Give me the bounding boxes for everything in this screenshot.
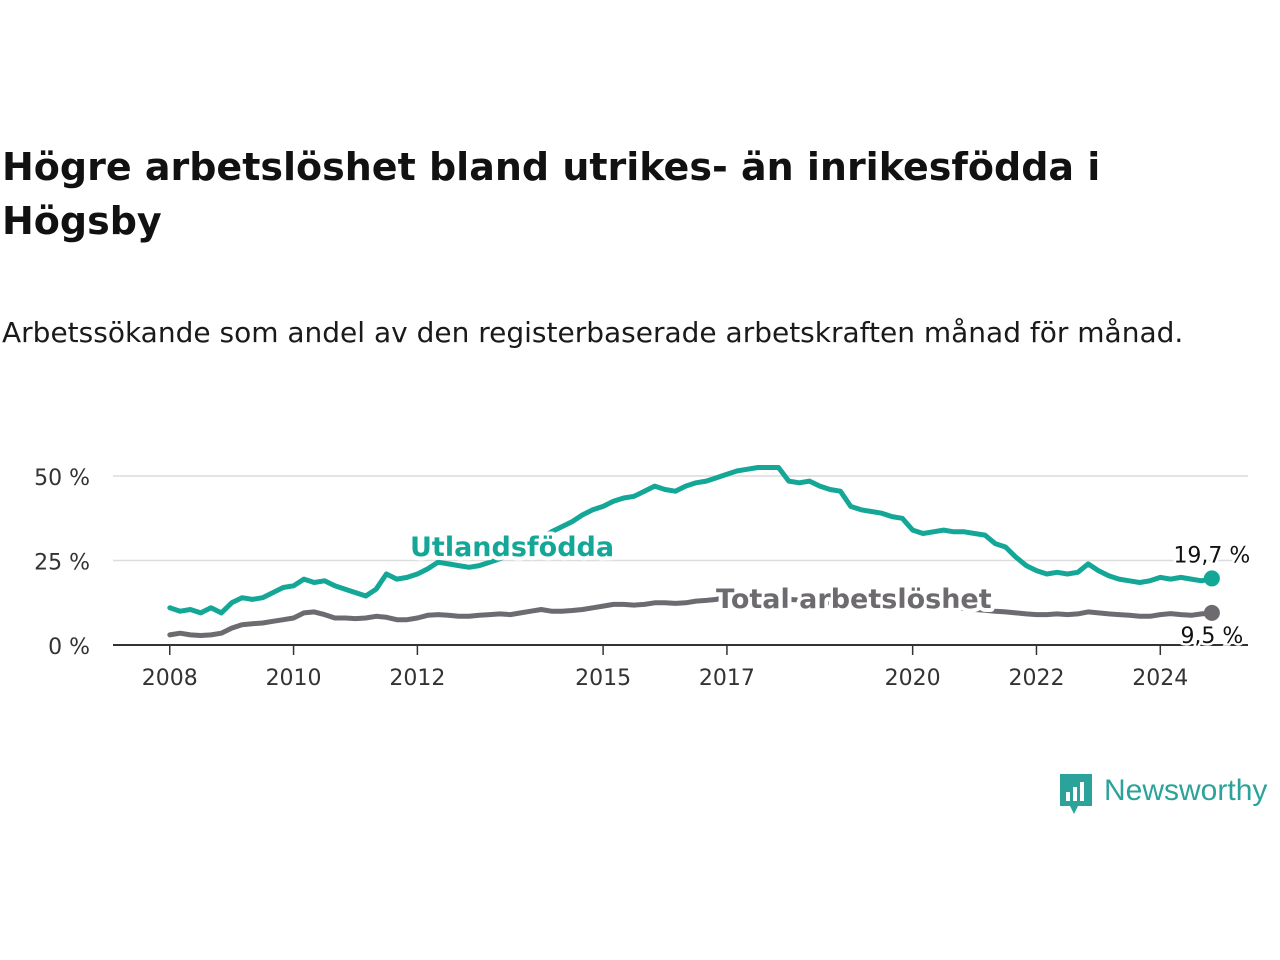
end-value-label: 9,5 % [1180, 624, 1243, 649]
chart-title: Högre arbetslöshet bland utrikes- än inr… [2, 145, 1101, 243]
x-tick-label: 2015 [575, 666, 631, 691]
series-labels: 19,7 % 9,5 % Utlandsfödda Total arbetslöshe… [406, 528, 1253, 651]
bar-chart-speech-bubble-icon [1060, 774, 1092, 814]
series-line-foreign-born [167, 465, 1215, 616]
y-tick-label: 50 % [34, 466, 90, 491]
end-point-marker [1203, 604, 1220, 621]
axes: 0 % 25 % 50 % 2008 2010 2012 2015 2017 2020 2022 2… [34, 466, 1248, 691]
x-tick-label: 2017 [699, 666, 755, 691]
x-tick-label: 2020 [885, 666, 941, 691]
logo-bar-1 [1066, 792, 1070, 801]
x-tick-label: 2024 [1132, 666, 1188, 691]
x-tick-label: 2012 [389, 666, 445, 691]
x-tick-label: 2022 [1008, 666, 1064, 691]
logo-bar-3 [1080, 782, 1084, 801]
series-name-label: Utlandsfödda [410, 532, 614, 563]
series-name-label: Total arbetslöshet [716, 584, 992, 615]
x-tick-label: 2010 [266, 666, 322, 691]
end-point-marker [1203, 570, 1220, 587]
brand-name: Newsworthy [1104, 774, 1268, 807]
chart-subtitle: Arbetssökande som andel av den registerb… [2, 316, 1184, 349]
series-line-total [167, 593, 1215, 638]
series-lines [167, 465, 1220, 638]
line-chart: 0 % 25 % 50 % 2008 2010 2012 2015 2017 2020 2022 2… [34, 465, 1253, 691]
end-value-label: 19,7 % [1173, 543, 1250, 568]
x-tick-label: 2008 [142, 666, 198, 691]
y-tick-label: 25 % [34, 551, 90, 576]
logo-bar-2 [1073, 787, 1077, 801]
y-tick-label: 0 % [48, 635, 90, 660]
brand-logo: Newsworthy [1058, 772, 1267, 820]
gridlines [113, 475, 1248, 562]
